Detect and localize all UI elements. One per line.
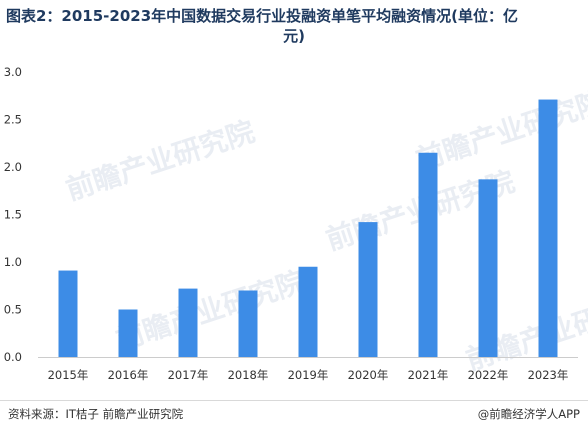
bar-2016年 — [118, 309, 138, 357]
x-tick-label: 2018年 — [228, 368, 269, 382]
x-tick-label: 2023年 — [528, 368, 569, 382]
x-tick-label: 2016年 — [108, 368, 149, 382]
bar-2022年 — [478, 179, 498, 357]
chart-title: 图表2：2015-2023年中国数据交易行业投融资单笔平均融资情况(单位：亿 元… — [6, 6, 582, 46]
chart-title-line2: 元) — [283, 27, 305, 45]
bars — [58, 99, 558, 358]
bar-2015年 — [58, 270, 78, 357]
y-tick-label: 0.5 — [4, 303, 22, 317]
watermark-text: 前瞻产业研究院 — [112, 265, 309, 357]
x-tick-label: 2020年 — [348, 368, 389, 382]
source-note: 资料来源：IT桔子 前瞻产业研究院 — [8, 407, 184, 421]
y-tick-label: 1.5 — [4, 208, 22, 222]
bar-2017年 — [178, 288, 198, 357]
chart-title-line1: 图表2：2015-2023年中国数据交易行业投融资单笔平均融资情况(单位：亿 — [6, 7, 519, 25]
footer-divider — [0, 400, 588, 401]
y-axis: 0.0 0.5 1.0 1.5 2.0 2.5 3.0 — [4, 65, 22, 364]
x-tick-label: 2021年 — [408, 368, 449, 382]
bar-2018年 — [238, 290, 258, 357]
watermark-layer: 前瞻产业研究院前瞻产业研究院前瞻产业研究院前瞻产业研究院前瞻产业研究院 — [62, 85, 588, 377]
watermark-text: 前瞻产业研究院 — [412, 85, 588, 177]
footer: 资料来源：IT桔子 前瞻产业研究院 @前瞻经济学人APP — [0, 402, 588, 428]
credit-note: @前瞻经济学人APP — [477, 407, 580, 421]
y-tick-label: 3.0 — [4, 65, 22, 79]
x-tick-label: 2022年 — [468, 368, 509, 382]
x-tick-label: 2017年 — [168, 368, 209, 382]
x-axis-labels: 2015年 2016年 2017年 2018年 2019年 2020年 2021年 2022年… — [48, 368, 569, 382]
bar-2020年 — [358, 222, 378, 357]
y-tick-label: 2.5 — [4, 113, 22, 127]
bar-2021年 — [418, 152, 438, 357]
watermark-text: 前瞻产业研究院 — [62, 115, 259, 207]
y-tick-label: 0.0 — [4, 350, 22, 364]
y-tick-label: 2.0 — [4, 160, 22, 174]
x-tick-label: 2015年 — [48, 368, 89, 382]
bar-2019年 — [298, 266, 318, 357]
bar-2023年 — [538, 99, 558, 358]
y-tick-label: 1.0 — [4, 255, 22, 269]
x-tick-label: 2019年 — [288, 368, 329, 382]
